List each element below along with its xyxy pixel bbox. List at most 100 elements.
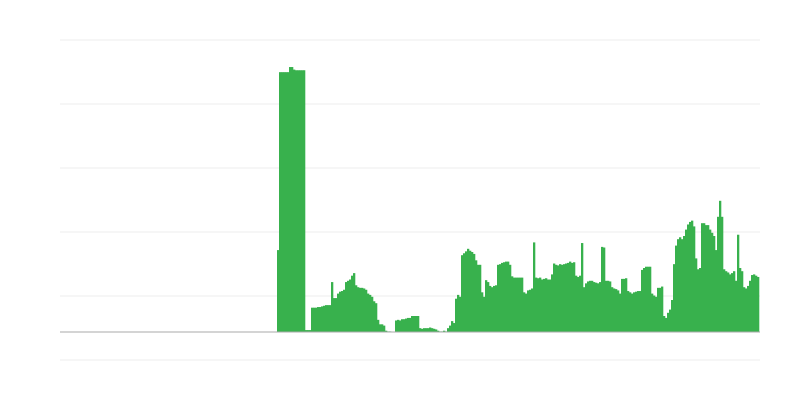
bar (431, 328, 434, 332)
bar (543, 278, 546, 332)
bar (575, 275, 578, 332)
bar (397, 319, 400, 332)
bar (497, 264, 500, 332)
bar (423, 328, 426, 332)
bar (559, 264, 562, 332)
bar (617, 290, 620, 332)
bar (545, 278, 548, 332)
bar (345, 282, 348, 332)
bar (313, 307, 316, 332)
bar (489, 285, 492, 332)
bar (465, 251, 468, 332)
bar (363, 288, 366, 332)
bar (683, 236, 686, 332)
bars (277, 67, 760, 333)
bar (743, 287, 746, 332)
bar (741, 271, 744, 332)
bar (523, 292, 526, 332)
bar (659, 287, 662, 332)
bar (591, 280, 594, 332)
bar (359, 287, 362, 332)
bar (467, 248, 470, 332)
bar (481, 292, 484, 332)
bar (661, 286, 664, 332)
bar (395, 320, 398, 332)
bar (461, 255, 464, 332)
bar (597, 283, 600, 332)
bar (469, 250, 472, 332)
bar (583, 287, 586, 332)
bar (385, 330, 388, 332)
bar (685, 229, 688, 332)
bar (619, 293, 622, 332)
bar (477, 264, 480, 332)
bar (353, 273, 356, 332)
bar (365, 289, 368, 332)
bar (609, 281, 612, 332)
bar (643, 268, 646, 332)
bar (343, 289, 346, 332)
bar (371, 296, 374, 332)
bar (529, 289, 532, 332)
bar (613, 288, 616, 332)
bar (283, 72, 286, 332)
bar (443, 330, 446, 332)
bar (605, 280, 608, 332)
bar (577, 276, 580, 332)
bar (463, 253, 466, 332)
bar (579, 275, 582, 332)
bar (633, 292, 636, 332)
bar (447, 328, 450, 332)
bar (289, 67, 292, 332)
bar (449, 325, 452, 332)
bar (403, 319, 406, 332)
bar (747, 285, 750, 332)
bar (327, 305, 330, 332)
bar (667, 312, 670, 332)
bar (733, 271, 736, 332)
bar (459, 296, 462, 332)
bar (705, 225, 708, 332)
bar (483, 296, 486, 332)
bar (325, 305, 328, 332)
bar (753, 274, 756, 332)
bar (637, 291, 640, 332)
bar (379, 324, 382, 332)
bar (291, 67, 294, 332)
bar (539, 277, 542, 332)
bar (581, 243, 584, 332)
bar (709, 229, 712, 332)
bar (479, 264, 482, 332)
bar (687, 224, 690, 332)
bar (339, 291, 342, 332)
bar (697, 269, 700, 332)
bar (541, 279, 544, 332)
bar (355, 285, 358, 332)
bar (657, 287, 660, 332)
bar (455, 298, 458, 332)
bar (427, 328, 430, 332)
bar (277, 250, 280, 332)
bar (557, 265, 560, 332)
bar (417, 316, 420, 332)
bar (649, 266, 652, 332)
bar (727, 272, 730, 332)
bar (645, 266, 648, 332)
bar (299, 70, 302, 333)
bar (357, 287, 360, 332)
bar (317, 307, 320, 332)
bar (669, 309, 672, 332)
bar (681, 239, 684, 332)
bar (287, 72, 290, 332)
bar (521, 277, 524, 332)
bar (731, 273, 734, 332)
bar (729, 274, 732, 332)
bar (487, 282, 490, 332)
bar (695, 258, 698, 332)
bar (411, 316, 414, 332)
bar (307, 330, 310, 332)
bar (525, 293, 528, 332)
bar (421, 328, 424, 332)
bar (419, 328, 422, 332)
bar (745, 288, 748, 332)
